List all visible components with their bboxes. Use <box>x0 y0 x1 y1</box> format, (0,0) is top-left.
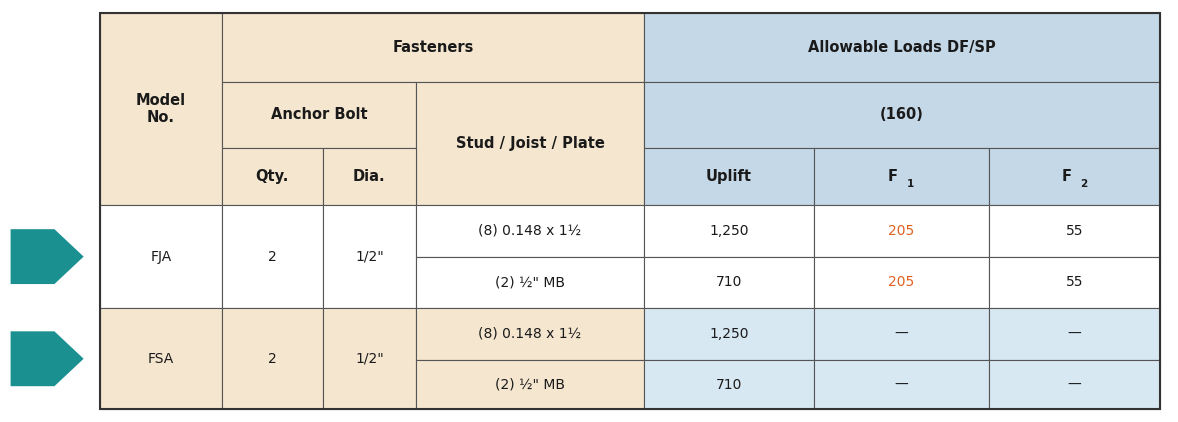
Bar <box>221 205 323 308</box>
Text: Allowable Loads DF/SP: Allowable Loads DF/SP <box>808 40 997 55</box>
Bar <box>988 360 1160 409</box>
Text: 205: 205 <box>888 224 914 238</box>
Bar <box>323 205 416 308</box>
Text: 55: 55 <box>1066 276 1084 289</box>
Bar <box>644 360 814 409</box>
Text: (8) 0.148 x 1½: (8) 0.148 x 1½ <box>478 327 582 341</box>
Bar <box>100 13 221 205</box>
Bar <box>814 308 988 360</box>
Bar <box>814 205 988 257</box>
Bar <box>644 13 1160 82</box>
Bar <box>988 257 1160 308</box>
Bar <box>644 148 814 205</box>
Text: 1: 1 <box>907 179 914 189</box>
Text: Qty.: Qty. <box>256 169 289 184</box>
Text: Stud / Joist / Plate: Stud / Joist / Plate <box>456 136 604 151</box>
Text: F: F <box>1061 169 1071 184</box>
Bar <box>221 148 323 205</box>
Bar <box>416 257 644 308</box>
Bar <box>814 257 988 308</box>
Bar <box>416 82 644 205</box>
Bar <box>221 13 644 82</box>
Bar <box>323 308 416 409</box>
Bar <box>814 148 988 205</box>
Text: —: — <box>1067 378 1081 392</box>
Text: F: F <box>888 169 898 184</box>
Text: —: — <box>1067 327 1081 341</box>
Polygon shape <box>11 229 84 284</box>
Text: 2: 2 <box>269 250 277 264</box>
Text: 710: 710 <box>716 378 742 392</box>
Text: Dia.: Dia. <box>353 169 385 184</box>
Text: (8) 0.148 x 1½: (8) 0.148 x 1½ <box>478 224 582 238</box>
Bar <box>644 82 1160 148</box>
Text: 1/2": 1/2" <box>355 250 384 264</box>
Text: 55: 55 <box>1066 224 1084 238</box>
Polygon shape <box>11 331 84 386</box>
Bar <box>100 205 221 308</box>
Text: Uplift: Uplift <box>706 169 752 184</box>
Text: 1,250: 1,250 <box>709 224 748 238</box>
Text: (2) ½" MB: (2) ½" MB <box>495 276 565 289</box>
Bar <box>416 360 644 409</box>
Text: 2: 2 <box>269 352 277 366</box>
Bar <box>644 205 814 257</box>
Text: 1/2": 1/2" <box>355 352 384 366</box>
Bar <box>814 360 988 409</box>
Text: —: — <box>894 378 908 392</box>
Text: Model
No.: Model No. <box>135 93 186 125</box>
Bar <box>416 308 644 360</box>
Text: Fasteners: Fasteners <box>392 40 474 55</box>
Bar <box>988 205 1160 257</box>
Bar <box>988 308 1160 360</box>
Bar <box>644 308 814 360</box>
Bar <box>323 148 416 205</box>
Bar <box>416 205 644 257</box>
Text: (2) ½" MB: (2) ½" MB <box>495 378 565 392</box>
Text: (160): (160) <box>880 107 924 122</box>
Bar <box>100 308 221 409</box>
Text: 2: 2 <box>1080 179 1087 189</box>
Bar <box>221 82 416 148</box>
Bar <box>221 308 323 409</box>
Text: FSA: FSA <box>148 352 174 366</box>
Text: 710: 710 <box>716 276 742 289</box>
Text: FJA: FJA <box>151 250 172 264</box>
Text: 1,250: 1,250 <box>709 327 748 341</box>
Bar <box>988 148 1160 205</box>
Bar <box>644 257 814 308</box>
Text: 205: 205 <box>888 276 914 289</box>
Text: —: — <box>894 327 908 341</box>
Text: Anchor Bolt: Anchor Bolt <box>271 107 368 122</box>
